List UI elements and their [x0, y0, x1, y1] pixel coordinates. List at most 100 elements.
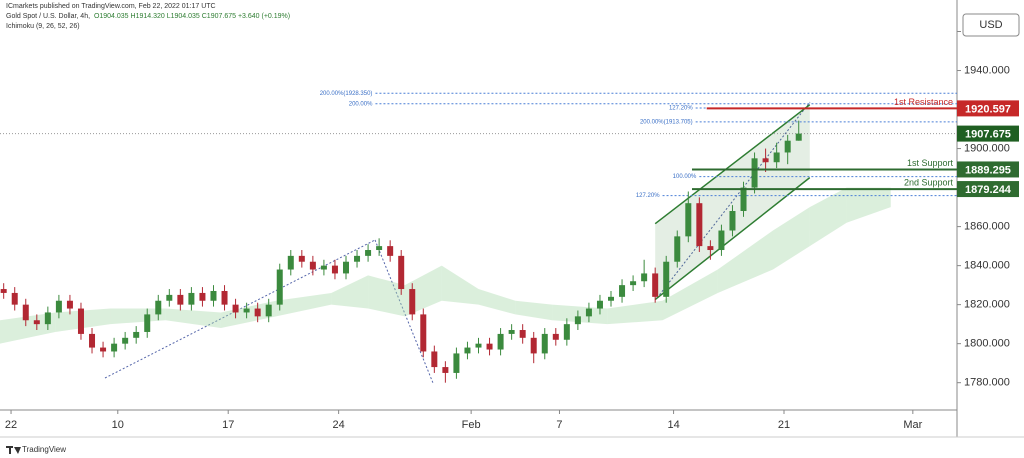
candle-body	[696, 203, 703, 247]
candle-body	[320, 265, 327, 270]
cloud-segment	[478, 289, 516, 315]
candle-body	[11, 292, 18, 305]
y-tick-label: 1780.000	[964, 377, 1010, 389]
price-box-label: 1889.295	[965, 164, 1011, 176]
candle-body	[276, 269, 283, 305]
candle-body	[188, 292, 195, 305]
fib-label: 200.00%(1928.350)	[320, 91, 373, 97]
candle-body	[66, 300, 73, 309]
candle-body	[442, 367, 449, 373]
candle-body	[331, 265, 338, 274]
fib-label: 100.00%	[673, 174, 697, 180]
candle-body	[773, 152, 780, 163]
fib-label: 127.20%	[636, 193, 660, 199]
price-box-label: 1907.675	[965, 129, 1011, 141]
candle-body	[199, 292, 206, 301]
candle-body	[155, 300, 162, 315]
candle-body	[55, 300, 62, 313]
candle-body	[652, 273, 659, 297]
candle-body	[387, 246, 394, 256]
candle-body	[729, 211, 736, 231]
candle-body	[552, 333, 559, 340]
y-tick-label: 1820.000	[964, 299, 1010, 311]
fib-label: 127.20%	[669, 106, 693, 112]
price-box-label: 1879.244	[965, 184, 1012, 196]
candle-body	[133, 331, 140, 338]
candle-body	[210, 290, 217, 301]
candle-body	[541, 333, 548, 354]
candle-body	[376, 246, 383, 251]
candle-body	[265, 304, 272, 317]
x-tick-label: 21	[778, 419, 790, 431]
cloud-segment	[662, 269, 718, 321]
price-box	[957, 161, 1019, 178]
x-tick-label: 17	[222, 419, 234, 431]
candle-body	[0, 289, 7, 293]
candle-body	[409, 289, 416, 315]
candle-body	[420, 314, 427, 352]
candle-body	[254, 308, 261, 317]
candle-body	[685, 203, 692, 237]
candle-body	[232, 304, 239, 313]
candle-body	[342, 261, 349, 274]
candle-body	[486, 343, 493, 350]
price-box	[957, 125, 1019, 142]
cloud-segment	[331, 275, 369, 309]
currency-label: USD	[979, 19, 1002, 31]
candle-body	[563, 324, 570, 340]
candle-body	[641, 273, 648, 282]
candle-body	[574, 316, 581, 325]
candle-body	[111, 343, 118, 352]
x-tick-label: 22	[5, 419, 17, 431]
cloud-segment	[717, 230, 773, 293]
level-name: 2nd Support	[904, 177, 954, 187]
cloud-segment	[368, 275, 405, 317]
y-tick-label: 1900.000	[964, 142, 1010, 154]
candle-body	[166, 294, 173, 301]
candle-body	[221, 290, 228, 305]
fib-label: 200.00%(1913.705)	[640, 119, 693, 125]
publisher: ICmarkets published on TradingView.com, …	[6, 3, 216, 10]
candle-body	[740, 187, 747, 211]
price-box	[957, 100, 1019, 117]
channel-line	[654, 104, 811, 225]
candle-body	[287, 255, 294, 270]
x-tick-label: 10	[112, 419, 124, 431]
cloud-segment	[552, 304, 608, 325]
candle-body	[243, 308, 250, 313]
candle-body	[298, 255, 305, 262]
candle-body	[630, 281, 637, 286]
channel-line	[654, 177, 811, 301]
candle-body	[762, 158, 769, 163]
fib-label: 200.00%	[349, 101, 373, 107]
x-tick-label: 14	[667, 419, 679, 431]
candle-body	[122, 337, 129, 344]
channel-fill	[655, 104, 810, 300]
y-tick-label: 1840.000	[964, 260, 1010, 272]
candle-body	[177, 294, 184, 305]
cloud-segment	[441, 265, 479, 305]
level-name: 1st Support	[907, 158, 954, 168]
candle-body	[309, 261, 316, 270]
candle-body	[508, 330, 515, 334]
y-tick-label: 1800.000	[964, 338, 1010, 350]
candle-body	[619, 285, 626, 297]
candle-body	[354, 255, 361, 262]
candle-body	[431, 351, 438, 368]
symbol: Gold Spot / U.S. Dollar, 4h,	[6, 13, 91, 20]
candle-body	[453, 353, 460, 373]
candle-body	[596, 300, 603, 309]
header-row: Gold Spot / U.S. Dollar, 4h, O1904.035 H…	[6, 13, 290, 20]
candle-body	[751, 158, 758, 188]
trend-line	[374, 239, 434, 384]
indicator: Ichimoku (9, 26, 52, 26)	[6, 23, 80, 30]
candle-body	[22, 304, 29, 321]
candle-body	[707, 246, 714, 251]
cloud-segment	[607, 300, 663, 325]
cloud-segment	[220, 300, 277, 329]
level-name: 1st Resistance	[894, 97, 953, 107]
candle-body	[519, 330, 526, 338]
x-tick-label: Mar	[903, 419, 922, 431]
